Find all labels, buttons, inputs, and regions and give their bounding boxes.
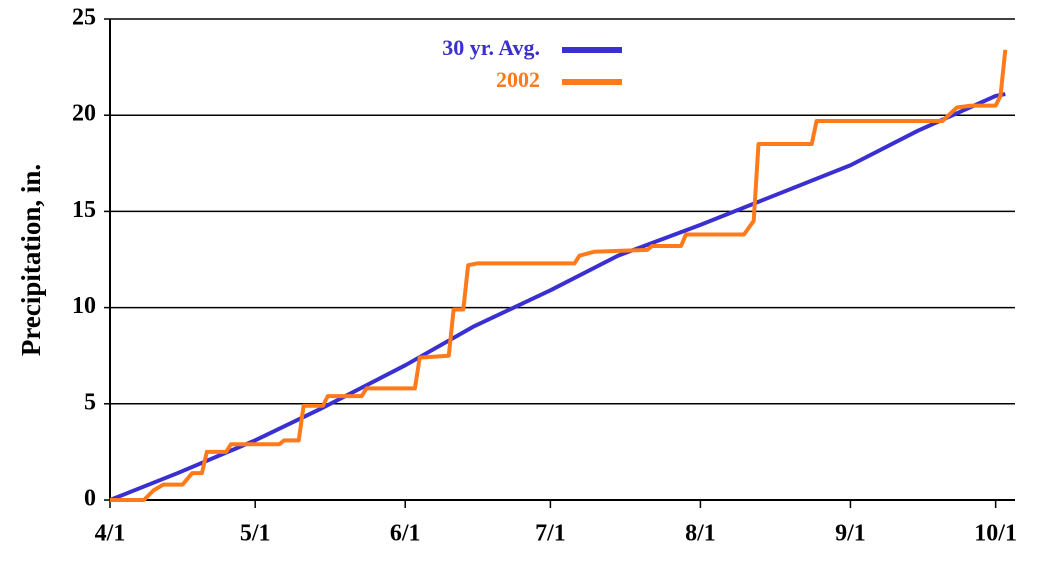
y-tick-label: 0 <box>84 486 96 512</box>
x-tick-label: 10/1 <box>974 521 1017 547</box>
x-tick-label: 8/1 <box>685 521 716 547</box>
y-tick-label: 5 <box>84 389 96 415</box>
y-tick-label: 25 <box>72 5 96 31</box>
x-tick-label: 7/1 <box>535 521 566 547</box>
y-tick-label: 20 <box>72 101 96 127</box>
x-tick-label: 9/1 <box>835 521 866 547</box>
y-axis-label: Precipitation, in. <box>16 164 46 356</box>
line <box>109 92 1006 502</box>
line <box>110 49 1008 502</box>
x-tick-label: 5/1 <box>240 521 271 547</box>
y-tick-label: 10 <box>72 293 96 319</box>
y-tick-label: 15 <box>72 197 96 223</box>
x-tick-label: 4/1 <box>95 521 126 547</box>
legend-label: 2002 <box>496 67 540 92</box>
x-tick-label: 6/1 <box>390 521 421 547</box>
legend-label: 30 yr. Avg. <box>442 35 540 60</box>
